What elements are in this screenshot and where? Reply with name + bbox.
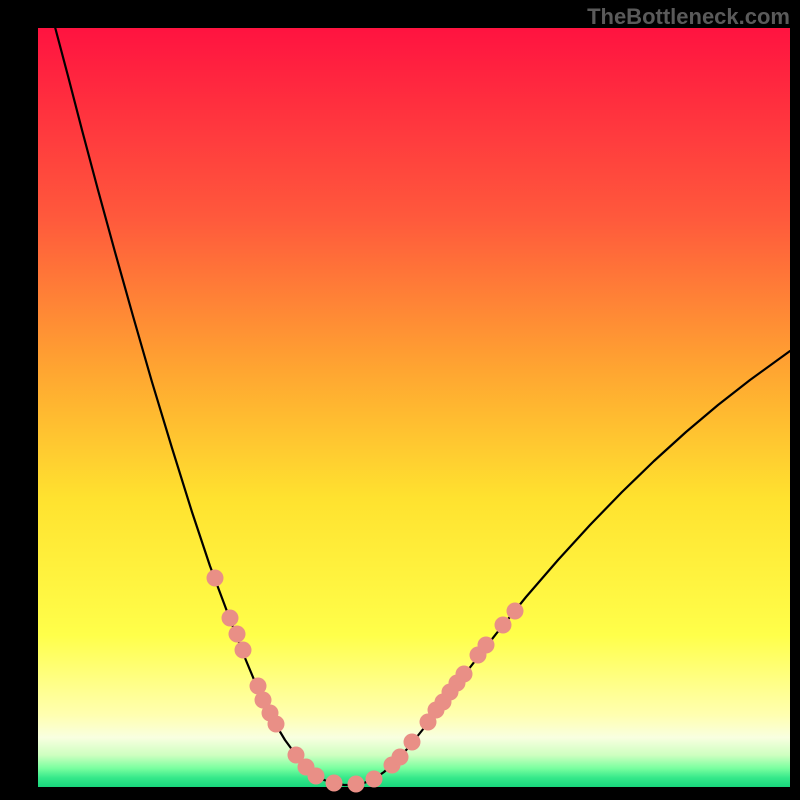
- data-dot: [404, 734, 421, 751]
- data-dot: [308, 768, 325, 785]
- chart-svg: [0, 0, 800, 800]
- data-dot: [495, 617, 512, 634]
- data-dot: [326, 775, 343, 792]
- data-dot: [366, 771, 383, 788]
- chart-frame: TheBottleneck.com: [0, 0, 800, 800]
- data-dot: [235, 642, 252, 659]
- data-dot: [229, 626, 246, 643]
- data-dot: [392, 749, 409, 766]
- bottleneck-curve: [55, 27, 790, 785]
- data-dot: [207, 570, 224, 587]
- data-dot: [507, 603, 524, 620]
- dots-group: [207, 570, 524, 793]
- data-dot: [478, 637, 495, 654]
- data-dot: [222, 610, 239, 627]
- data-dot: [456, 666, 473, 683]
- data-dot: [268, 716, 285, 733]
- data-dot: [348, 776, 365, 793]
- watermark-text: TheBottleneck.com: [587, 4, 790, 30]
